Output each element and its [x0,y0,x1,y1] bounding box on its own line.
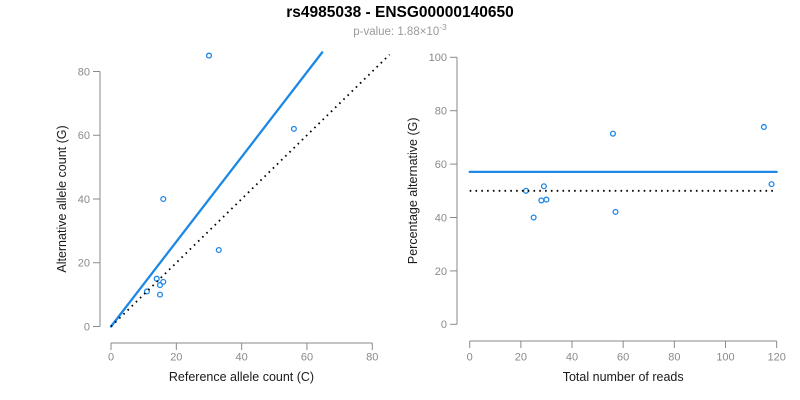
data-point [530,214,537,221]
p-value-text: p-value: 1.88×10 [353,26,439,38]
identity-line [110,53,391,328]
x-tick-label: 60 [301,352,313,364]
data-point [540,183,547,190]
data-point [215,246,222,254]
data-point [156,282,164,289]
data-point [760,123,767,131]
x-tick-label: 40 [566,352,578,364]
fitted-ratio-line [109,51,324,328]
y-tick-label: 60 [78,130,90,142]
x-tick-label: 100 [716,352,734,364]
right-plot: 0 20 40 60 80 100 0 20 40 60 80 100 120 Total number… [406,52,786,384]
data-point [143,288,150,295]
x-tick-label: 0 [108,352,114,364]
left-plot-marks: 0 20 40 60 80 0 20 40 60 80 [78,51,391,364]
data-point [160,278,167,285]
right-x-axis-title: Total number of reads [563,370,684,384]
data-point [609,130,616,137]
y-tick-label: 0 [84,321,90,333]
x-tick-label: 20 [515,352,527,364]
right-plot-marks: 0 20 40 60 80 100 0 20 40 60 80 100 120 [429,52,786,363]
y-tick-label: 40 [435,212,447,224]
data-point [205,52,213,59]
x-tick-label: 40 [236,352,248,364]
data-point [160,195,167,203]
data-point [538,197,545,204]
x-tick-label: 20 [170,352,182,364]
p-value-exponent: -3 [439,22,447,32]
data-point [153,275,160,282]
p-value-subtitle: p-value: 1.88×10-3 [353,22,447,38]
data-point [768,181,775,188]
right-y-axis-title: Percentage alternative (G) [406,117,420,264]
x-tick-label: 80 [668,352,680,364]
y-tick-label: 0 [441,319,447,331]
y-tick-label: 60 [435,159,447,171]
x-tick-label: 60 [617,352,629,364]
data-point [543,196,550,203]
x-tick-label: 0 [467,352,473,364]
y-tick-label: 100 [429,52,447,64]
data-point [290,125,297,132]
page-title: rs4985038 - ENSG00000140650 [286,4,514,21]
y-tick-label: 20 [435,266,447,278]
data-point [156,291,164,298]
y-tick-label: 20 [78,258,90,270]
left-y-axis-title: Alternative allele count (G) [55,125,69,272]
data-point [522,187,530,194]
y-tick-label: 40 [78,194,90,206]
x-tick-label: 80 [366,352,378,364]
y-tick-label: 80 [78,66,90,78]
x-tick-label: 120 [767,352,785,364]
y-tick-label: 80 [435,106,447,118]
data-point [612,208,619,215]
left-plot: 0 20 40 60 80 0 20 40 60 80 Reference allele coun… [55,51,391,384]
left-x-axis-title: Reference allele count (C) [169,370,314,384]
